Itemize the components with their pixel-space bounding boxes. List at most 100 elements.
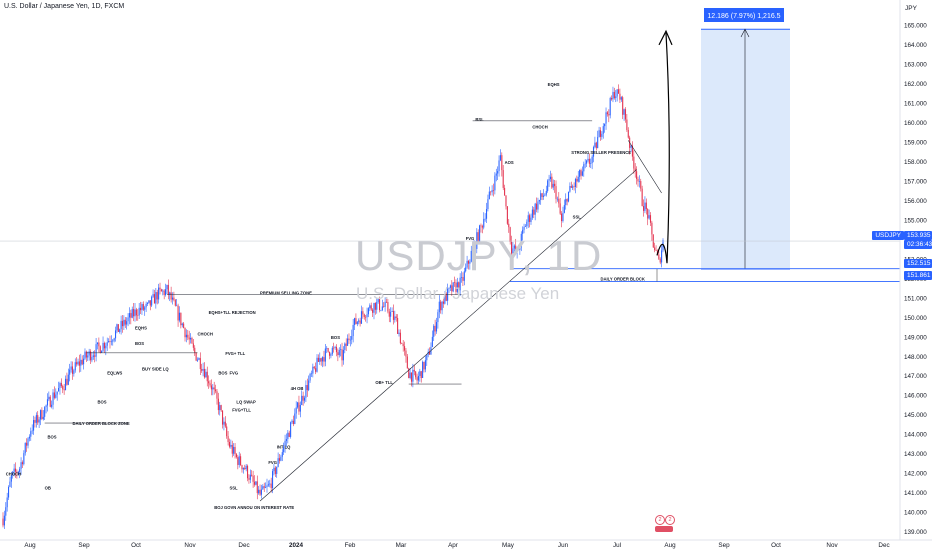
candle-body	[180, 312, 182, 326]
candle-body	[297, 402, 299, 408]
forecast-arrow-head	[658, 29, 673, 46]
candle-body	[458, 282, 460, 291]
annotation-label: OB	[45, 485, 51, 490]
candle-body	[91, 356, 93, 361]
annotation-label: FVG	[229, 370, 238, 375]
candle-body	[602, 126, 604, 134]
candle-body	[276, 466, 278, 474]
candle-body	[244, 467, 246, 470]
y-tick-label: 146.000	[904, 393, 927, 400]
candle-body	[313, 366, 315, 369]
level2-price-tag: 151.861	[904, 271, 932, 280]
candle-body	[146, 302, 149, 304]
event-badge-1[interactable]: 2	[655, 515, 665, 525]
candle-body	[238, 456, 240, 465]
candle-body	[131, 309, 133, 318]
annotation-label: EQHS+TLL REJECTION	[209, 310, 256, 315]
candle-body	[592, 147, 595, 157]
candle-body	[624, 109, 627, 120]
candle-body	[567, 191, 570, 202]
candle-body	[584, 163, 586, 165]
candle-body	[441, 301, 443, 311]
x-tick-label: Jun	[558, 542, 569, 549]
candle-body	[212, 387, 214, 390]
candle-body	[319, 358, 321, 362]
candle-body	[465, 267, 467, 272]
candle-body	[217, 398, 219, 411]
candle-body	[495, 173, 497, 176]
candle-body	[522, 229, 524, 234]
candle-body	[158, 287, 160, 300]
candle-body	[562, 212, 564, 222]
candle-body	[80, 359, 82, 366]
candle-body	[545, 190, 547, 195]
candle-body	[28, 436, 30, 439]
candle-body	[485, 209, 488, 219]
candle-body	[156, 292, 158, 300]
time-axis[interactable]: Aug Sep Oct Nov Dec 2024 Feb Mar Apr May Jun Jul Aug…	[0, 539, 932, 549]
candle-body	[352, 324, 354, 337]
annotation-label: CHOCH	[532, 125, 547, 130]
target-arrow-head	[740, 28, 750, 38]
candle-body	[59, 382, 61, 389]
candle-body	[33, 420, 35, 431]
falling-trendline	[628, 140, 662, 194]
candle-body	[277, 458, 279, 467]
candle-body	[228, 442, 231, 447]
candle-body	[181, 323, 183, 326]
y-tick-label: 149.000	[904, 334, 927, 341]
candle-body	[12, 471, 14, 476]
candle-body	[103, 342, 105, 349]
candle-body	[426, 354, 428, 361]
event-badge-2[interactable]: 2	[665, 515, 675, 525]
candle-body	[398, 332, 400, 334]
candle-body	[196, 359, 199, 361]
candle-body	[338, 349, 340, 356]
x-tick-label: May	[502, 542, 515, 549]
candle-body	[337, 352, 339, 356]
candle-body	[440, 301, 442, 311]
candle-body	[370, 305, 372, 310]
candle-body	[287, 432, 289, 440]
candle-body	[95, 344, 97, 357]
candle-body	[634, 168, 636, 172]
candle-body	[456, 282, 458, 292]
candle-body	[649, 215, 652, 223]
candle-body	[105, 345, 107, 349]
candle-body	[547, 180, 549, 191]
event-flag-icon[interactable]	[655, 526, 673, 532]
candle-body	[391, 311, 393, 312]
candle-body	[258, 489, 260, 494]
candle-body	[470, 250, 472, 262]
candle-body	[52, 392, 54, 405]
candle-body	[373, 302, 375, 313]
candle-body	[563, 205, 565, 213]
candle-body	[661, 250, 663, 263]
candle-body	[133, 309, 135, 317]
candle-body	[410, 372, 413, 382]
x-tick-label: Sep	[78, 542, 90, 549]
candle-body	[205, 371, 207, 378]
annotation-label: CHOCH	[6, 472, 21, 477]
candle-body	[342, 349, 344, 361]
annotation-label: FVG+ TLL	[225, 351, 245, 356]
candle-body	[385, 301, 388, 303]
candle-body	[126, 321, 128, 325]
candle-body	[467, 260, 470, 264]
candle-body	[273, 467, 275, 472]
candle-body	[512, 248, 514, 254]
candle-body	[498, 160, 500, 172]
candle-body	[17, 471, 19, 473]
candle-body	[87, 355, 89, 358]
candle-body	[20, 462, 22, 469]
x-tick-label: Sep	[718, 542, 730, 549]
candle-body	[419, 371, 421, 376]
candle-body	[327, 347, 329, 352]
candle-body	[165, 289, 167, 295]
candle-body	[221, 410, 224, 425]
candle-body	[554, 183, 556, 187]
candle-body	[280, 456, 282, 461]
candle-body	[73, 370, 75, 374]
candle-body	[473, 242, 475, 248]
